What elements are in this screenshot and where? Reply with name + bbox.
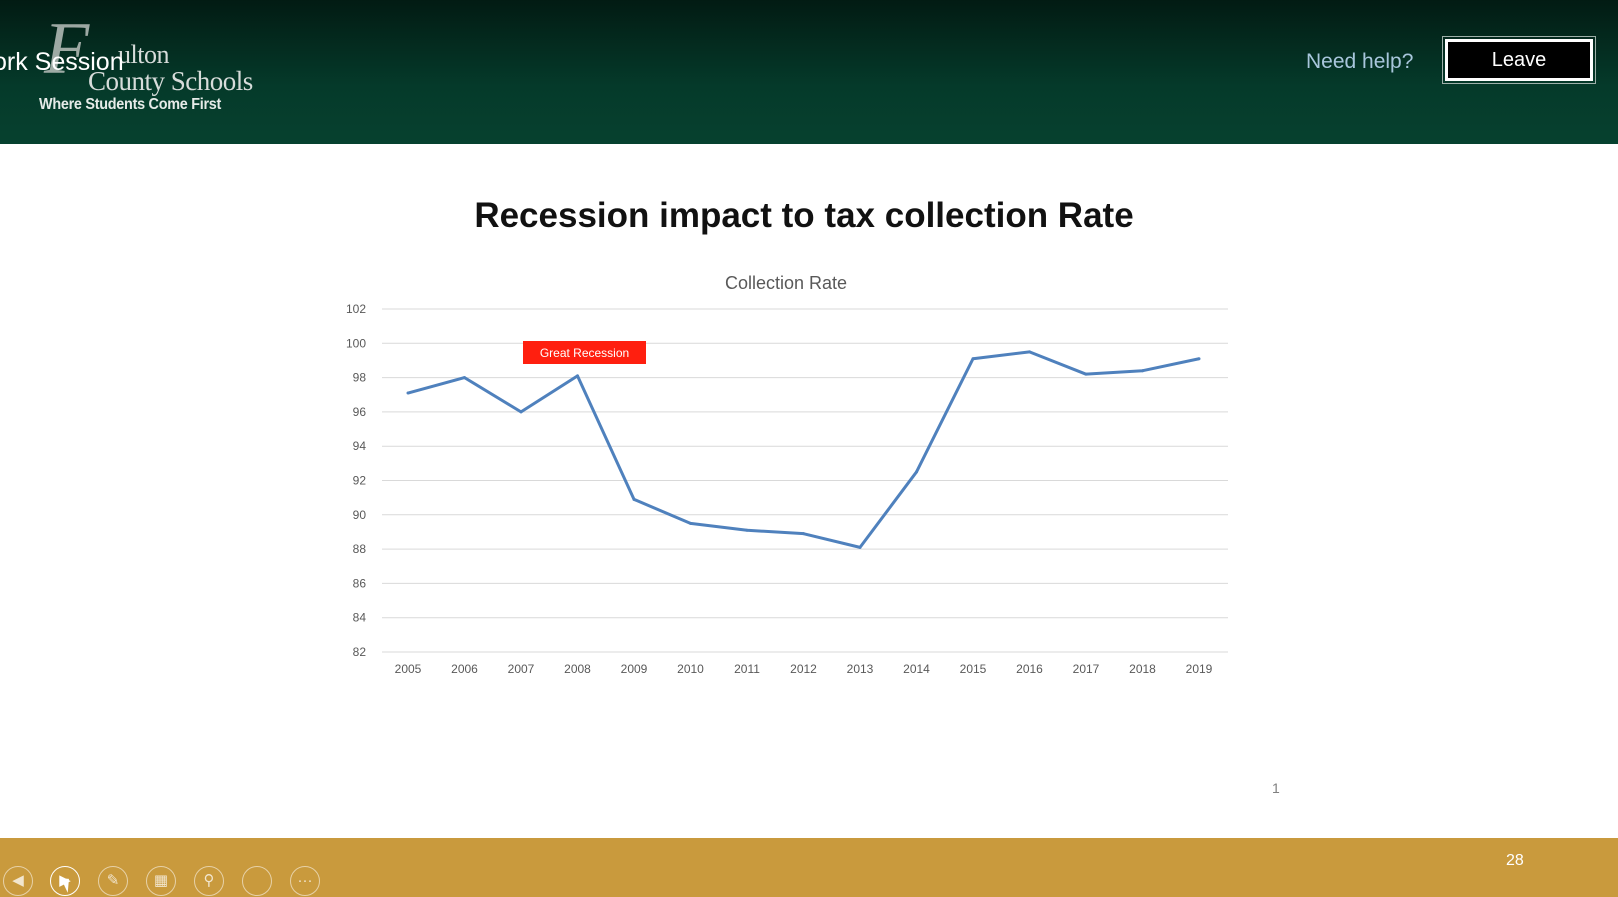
slide-page-marker: 1 (1272, 780, 1280, 796)
x-tick-label: 2018 (1129, 662, 1156, 676)
y-tick-label: 96 (353, 405, 367, 419)
subtitles-icon[interactable] (242, 866, 272, 896)
presentation-toolbar (0, 838, 1618, 897)
need-help-link[interactable]: Need help? (1306, 50, 1414, 73)
more-icon[interactable]: ··· (290, 866, 320, 896)
data-point (1141, 369, 1144, 373)
zoom-icon[interactable]: ⚲ (194, 866, 224, 896)
logo-line2: County Schools (88, 66, 253, 96)
data-point (463, 376, 466, 380)
chart-title: Collection Rate (724, 273, 848, 293)
data-point (519, 410, 523, 414)
x-tick-label: 2009 (621, 662, 648, 676)
annotation-label: Great Recession (540, 346, 629, 360)
data-point (632, 497, 636, 501)
data-point (745, 528, 749, 532)
x-tick-label: 2010 (677, 662, 704, 676)
x-tick-label: 2013 (847, 662, 874, 676)
slide-number: 28 (1506, 852, 1524, 869)
y-tick-label: 84 (353, 611, 367, 625)
pen-icon[interactable]: ✎ (98, 866, 128, 896)
y-tick-label: 90 (353, 508, 367, 522)
data-point (802, 532, 805, 536)
data-point (971, 357, 975, 361)
data-point (689, 521, 692, 525)
x-tick-label: 2011 (734, 662, 760, 676)
y-tick-label: 102 (346, 302, 366, 316)
logo-tagline: Where Students Come First (39, 96, 222, 113)
data-point (406, 391, 410, 395)
y-tick-label: 82 (353, 645, 367, 659)
x-tick-label: 2014 (903, 662, 930, 676)
x-tick-label: 2007 (508, 662, 535, 676)
data-point (1197, 357, 1201, 361)
annotation-box (523, 341, 646, 364)
chevron-left-icon[interactable]: ◀ (3, 866, 33, 896)
y-tick-label: 86 (353, 576, 367, 590)
data-point (858, 545, 862, 549)
x-tick-label: 2005 (395, 662, 422, 676)
slides-grid-icon[interactable]: ▦ (146, 866, 176, 896)
slide-title: Recession impact to tax collection Rate (474, 196, 1134, 235)
y-tick-label: 100 (346, 336, 366, 350)
play-icon[interactable]: ▶ (50, 866, 80, 896)
session-title: ork Session (0, 48, 124, 76)
data-point (576, 374, 579, 378)
series-line (407, 350, 1200, 549)
x-tick-label: 2006 (451, 662, 478, 676)
x-tick-label: 2008 (564, 662, 591, 676)
data-point (915, 470, 918, 474)
data-point (1028, 350, 1031, 354)
logo-script-letter: F (44, 8, 90, 90)
y-tick-label: 98 (353, 371, 367, 385)
data-point (1084, 372, 1088, 376)
x-tick-label: 2019 (1186, 662, 1213, 676)
y-tick-label: 88 (353, 542, 367, 556)
x-tick-label: 2016 (1016, 662, 1043, 676)
logo-line1: ulton (118, 40, 169, 69)
x-tick-label: 2017 (1073, 662, 1100, 676)
y-tick-label: 94 (353, 439, 367, 453)
y-tick-label: 92 (353, 474, 367, 488)
x-tick-label: 2012 (790, 662, 817, 676)
header-bar: F ulton County Schools Where Students Co… (0, 0, 1618, 144)
leave-button[interactable]: Leave (1442, 36, 1596, 84)
x-tick-label: 2015 (960, 662, 987, 676)
